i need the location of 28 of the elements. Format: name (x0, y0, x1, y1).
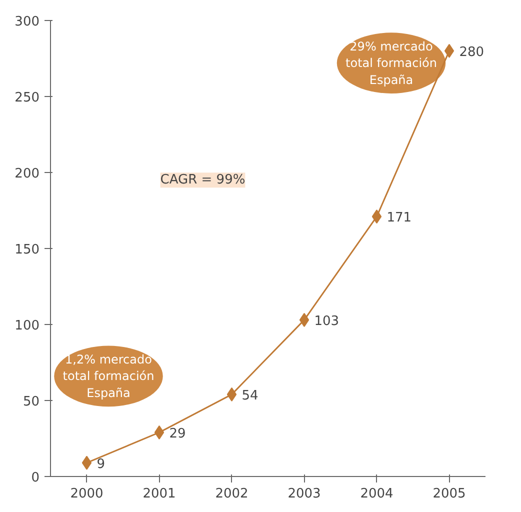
x-tick-label: 2002 (215, 486, 248, 502)
data-label: 171 (386, 210, 412, 226)
annotation: 29% mercado total formación España (346, 39, 437, 87)
y-tick-label: 100 (14, 318, 40, 334)
point (226, 387, 237, 402)
data-label: 54 (242, 388, 258, 404)
data-label: 9 (96, 456, 106, 472)
point (299, 312, 310, 327)
x-tick-label: 2004 (360, 486, 394, 502)
data-label: 29 (169, 426, 186, 442)
x-tick-label: 2001 (142, 486, 176, 502)
data-label: 280 (459, 44, 484, 60)
point (82, 456, 92, 470)
annotation: CAGR = 99% (160, 172, 246, 188)
point (372, 210, 382, 224)
point (154, 425, 164, 440)
y-tick-label: 300 (14, 14, 40, 30)
x-tick-label: 2000 (70, 486, 104, 502)
y-tick-label: 50 (22, 394, 40, 410)
x-tick-label: 2003 (288, 486, 321, 502)
annotation: 1,2% mercado total formación España (62, 352, 154, 400)
y-tick-label: 0 (31, 470, 40, 486)
data-label: 103 (314, 314, 340, 329)
x-tick-label: 2005 (432, 486, 466, 502)
y-tick-label: 200 (14, 166, 40, 182)
y-tick-label: 250 (14, 90, 40, 106)
y-tick-label: 150 (14, 242, 40, 258)
point (444, 44, 454, 58)
